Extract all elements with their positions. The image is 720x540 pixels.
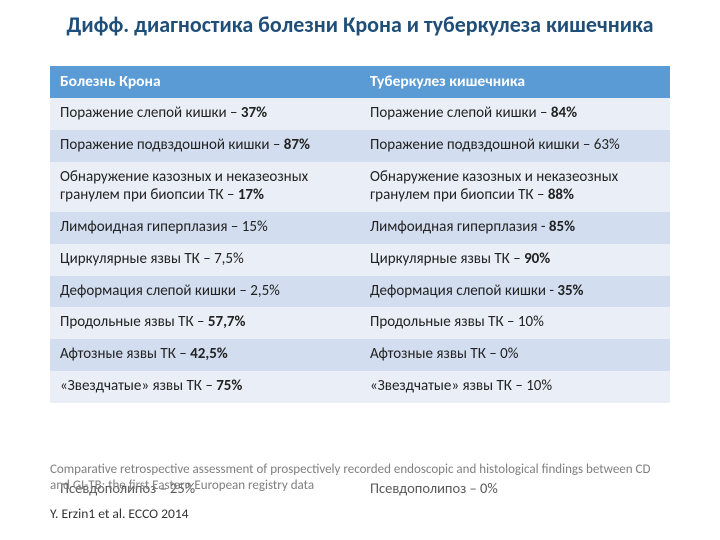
cell-left-pct: 17%: [238, 186, 264, 204]
cell-right: Обнаружение казозных и неказеозных грану…: [360, 162, 670, 213]
cell-left-text: Поражение подвздошной кишки –: [60, 136, 284, 154]
cell-right-pct: 88%: [548, 186, 574, 204]
cell-right-pct: 0%: [500, 345, 518, 363]
cell-left: Обнаружение казозных и неказеозных грану…: [50, 162, 360, 213]
table-header-row: Болезнь Крона Туберкулез кишечника: [50, 66, 670, 98]
table-row: Поражение слепой кишки – 37%Поражение сл…: [50, 98, 670, 130]
cell-left-text: Продольные язвы ТК –: [60, 313, 208, 331]
cell-right-text: «Звездчатые» язвы ТК –: [370, 377, 526, 395]
table-row: Обнаружение казозных и неказеозных грану…: [50, 162, 670, 213]
cell-right: Циркулярные язвы ТК – 90%: [360, 244, 670, 276]
cell-right: Поражение подвздошной кишки – 63%: [360, 130, 670, 162]
cell-left: Деформация слепой кишки – 2,5%: [50, 276, 360, 308]
cell-left-pct: 42,5%: [190, 345, 228, 363]
cell-left-text: Лимфоидная гиперплазия –: [60, 218, 242, 236]
page-title: Дифф. диагностика болезни Крона и туберк…: [0, 0, 720, 44]
cell-right-pct: 90%: [524, 250, 550, 268]
cell-left-pct: 75%: [216, 377, 242, 395]
cell-left: «Звездчатые» язвы ТК – 75%: [50, 371, 360, 403]
citation: Y. Erzin1 et al. ECCO 2014: [50, 505, 189, 522]
cell-left-pct: 57,7%: [208, 313, 246, 331]
cell-left-text: Деформация слепой кишки –: [60, 282, 250, 300]
cell-left: Циркулярные язвы ТК – 7,5%: [50, 244, 360, 276]
cell-left-pct: 2,5%: [250, 282, 280, 300]
col-header-right: Туберкулез кишечника: [360, 66, 670, 98]
table-row: Продольные язвы ТК – 57,7%Продольные язв…: [50, 307, 670, 339]
cell-left: Поражение слепой кишки – 37%: [50, 98, 360, 130]
cell-right-pct: 35%: [557, 282, 583, 300]
cell-left: Лимфоидная гиперплазия – 15%: [50, 212, 360, 244]
table-row: Лимфоидная гиперплазия – 15%Лимфоидная г…: [50, 212, 670, 244]
cell-left-text: Афтозные язвы ТК –: [60, 345, 190, 363]
comparison-table-wrap: Болезнь Крона Туберкулез кишечника Пораж…: [50, 66, 670, 403]
comparison-table: Болезнь Крона Туберкулез кишечника Пораж…: [50, 66, 670, 403]
cell-right: Продольные язвы ТК – 10%: [360, 307, 670, 339]
cell-right-text: Афтозные язвы ТК –: [370, 345, 500, 363]
cell-left-text: Поражение слепой кишки –: [60, 104, 241, 122]
footnote: Comparative retrospective assessment of …: [50, 462, 670, 495]
table-row: Афтозные язвы ТК – 42,5%Афтозные язвы ТК…: [50, 339, 670, 371]
table-row: «Звездчатые» язвы ТК – 75%«Звездчатые» я…: [50, 371, 670, 403]
cell-left-pct: 7,5%: [214, 250, 244, 268]
table-row: Деформация слепой кишки – 2,5%Деформация…: [50, 276, 670, 308]
cell-right-pct: 85%: [549, 218, 575, 236]
cell-right: Деформация слепой кишки - 35%: [360, 276, 670, 308]
cell-left: Афтозные язвы ТК – 42,5%: [50, 339, 360, 371]
cell-right-text: Обнаружение казозных и неказеозных грану…: [370, 168, 618, 205]
cell-left-text: «Звездчатые» язвы ТК –: [60, 377, 216, 395]
cell-right: Лимфоидная гиперплазия - 85%: [360, 212, 670, 244]
cell-left-pct: 15%: [242, 218, 268, 236]
cell-right: Афтозные язвы ТК – 0%: [360, 339, 670, 371]
cell-left: Поражение подвздошной кишки – 87%: [50, 130, 360, 162]
cell-left-pct: 37%: [241, 104, 267, 122]
cell-left-text: Циркулярные язвы ТК –: [60, 250, 214, 268]
cell-right-text: Циркулярные язвы ТК –: [370, 250, 524, 268]
cell-right-pct: 84%: [551, 104, 577, 122]
cell-left-pct: 87%: [284, 136, 310, 154]
table-row: Поражение подвздошной кишки – 87%Поражен…: [50, 130, 670, 162]
cell-right: «Звездчатые» язвы ТК – 10%: [360, 371, 670, 403]
cell-right-pct: 10%: [526, 377, 552, 395]
cell-right-text: Деформация слепой кишки -: [370, 282, 557, 300]
col-header-left: Болезнь Крона: [50, 66, 360, 98]
table-row: Циркулярные язвы ТК – 7,5%Циркулярные яз…: [50, 244, 670, 276]
cell-right-text: Лимфоидная гиперплазия -: [370, 218, 549, 236]
cell-left: Продольные язвы ТК – 57,7%: [50, 307, 360, 339]
cell-right-text: Поражение слепой кишки –: [370, 104, 551, 122]
cell-right-pct: 63%: [594, 136, 620, 154]
cell-right-text: Поражение подвздошной кишки –: [370, 136, 594, 154]
cell-right-text: Продольные язвы ТК –: [370, 313, 518, 331]
cell-right-pct: 10%: [518, 313, 544, 331]
cell-left-text: Обнаружение казозных и неказеозных грану…: [60, 168, 308, 205]
cell-right: Поражение слепой кишки – 84%: [360, 98, 670, 130]
